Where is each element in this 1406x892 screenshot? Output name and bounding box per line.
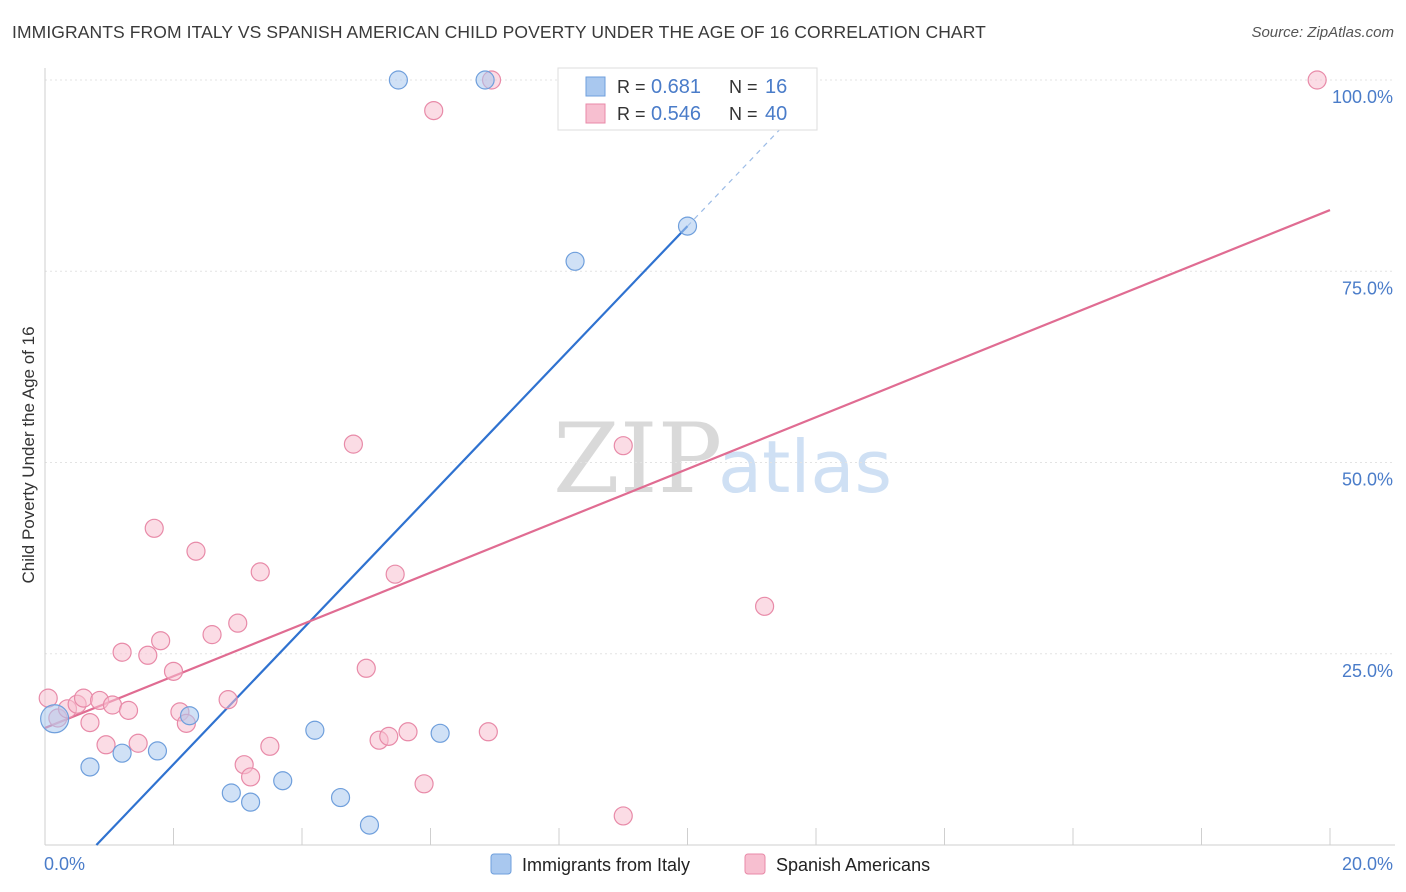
point-series-1-33	[424, 100, 444, 121]
stats-r-value-1: 0.546	[651, 103, 701, 125]
point-series-1-4	[73, 688, 94, 708]
point-series-0-0	[40, 704, 70, 734]
point-series-0-9	[330, 787, 351, 808]
point-series-1-7	[96, 735, 116, 755]
point-series-1-27	[356, 658, 376, 678]
legend-label-1: Spanish Americans	[776, 855, 930, 875]
point-series-1-36	[613, 436, 633, 456]
point-series-1-38	[754, 596, 775, 616]
watermark-atlas: atlas	[718, 425, 892, 509]
point-series-1-13	[144, 518, 164, 538]
point-series-1-37	[613, 806, 633, 826]
point-series-1-14	[151, 631, 171, 651]
point-series-0-5	[221, 783, 241, 803]
y-tick-label-0: 25.0%	[1342, 661, 1393, 681]
chart-title: IMMIGRANTS FROM ITALY VS SPANISH AMERICA…	[12, 22, 986, 42]
point-series-0-8	[305, 720, 325, 740]
legend-label-0: Immigrants from Italy	[522, 855, 690, 875]
trend-line-series-0	[95, 225, 689, 846]
point-series-0-12	[430, 723, 450, 743]
trend-line-series-1	[44, 209, 1331, 729]
data-points	[38, 70, 1327, 835]
trend-extension-series-0	[687, 91, 817, 227]
point-series-0-7	[273, 771, 293, 791]
point-series-1-8	[102, 695, 123, 715]
point-series-0-15	[677, 216, 698, 236]
stats-swatch-0	[585, 76, 606, 97]
point-series-1-30	[385, 564, 405, 584]
stats-r-label-1: R =	[617, 104, 646, 124]
stats-box: R = 0.681 N = 16 R = 0.546 N = 40	[557, 67, 818, 131]
point-series-1-39	[1307, 70, 1327, 90]
y-tick-label-2: 75.0%	[1342, 278, 1393, 298]
point-series-1-23	[241, 767, 261, 787]
trend-lines	[44, 91, 1331, 846]
point-series-1-18	[186, 541, 206, 561]
gridlines	[45, 79, 1395, 655]
point-series-1-29	[379, 726, 399, 746]
watermark-zip: ZIP	[553, 403, 722, 515]
stats-n-label-1: N =	[729, 104, 758, 124]
x-tick-label-0: 0.0%	[44, 854, 85, 874]
point-series-0-4	[179, 706, 200, 726]
point-series-1-12	[138, 645, 158, 665]
y-tick-label-1: 50.0%	[1342, 470, 1393, 490]
y-tick-label-3: 100.0%	[1332, 87, 1393, 107]
point-series-1-10	[118, 700, 139, 720]
legend: Immigrants from Italy Spanish Americans	[490, 853, 930, 875]
point-series-1-11	[128, 733, 148, 753]
stats-swatch-1	[585, 103, 606, 124]
stats-n-value-0: 16	[765, 76, 787, 98]
point-series-1-20	[218, 690, 238, 710]
x-tick-labels: 0.0% 20.0%	[44, 854, 1393, 874]
point-series-1-21	[228, 613, 248, 633]
point-series-1-32	[414, 774, 434, 794]
stats-r-label-0: R =	[617, 77, 646, 97]
legend-swatch-1	[744, 853, 766, 875]
stats-n-value-1: 40	[765, 103, 787, 125]
point-series-1-19	[202, 625, 222, 645]
point-series-0-1	[80, 757, 100, 777]
point-series-0-2	[112, 743, 132, 763]
point-series-0-14	[565, 251, 585, 271]
point-series-0-13	[475, 70, 495, 90]
stats-n-label-0: N =	[729, 77, 758, 97]
point-series-1-26	[343, 434, 363, 454]
point-series-1-25	[260, 736, 280, 756]
point-series-0-6	[241, 792, 261, 812]
watermark: ZIP atlas	[553, 403, 892, 515]
legend-swatch-0	[490, 853, 512, 875]
point-series-1-24	[250, 562, 270, 582]
point-series-0-10	[359, 815, 380, 835]
point-series-1-15	[163, 661, 184, 681]
point-series-1-31	[398, 722, 418, 742]
stats-r-value-0: 0.681	[651, 76, 701, 98]
y-tick-labels: 25.0% 50.0% 75.0% 100.0%	[1332, 87, 1393, 681]
point-series-1-5	[80, 712, 100, 733]
point-series-1-35	[478, 722, 498, 742]
point-series-1-9	[112, 642, 132, 662]
chart-source: Source: ZipAtlas.com	[1251, 24, 1394, 41]
point-series-0-11	[388, 70, 408, 90]
x-tick-label-1: 20.0%	[1342, 854, 1393, 874]
y-axis-title: Child Poverty Under the Age of 16	[19, 326, 38, 583]
point-series-0-3	[147, 741, 168, 761]
